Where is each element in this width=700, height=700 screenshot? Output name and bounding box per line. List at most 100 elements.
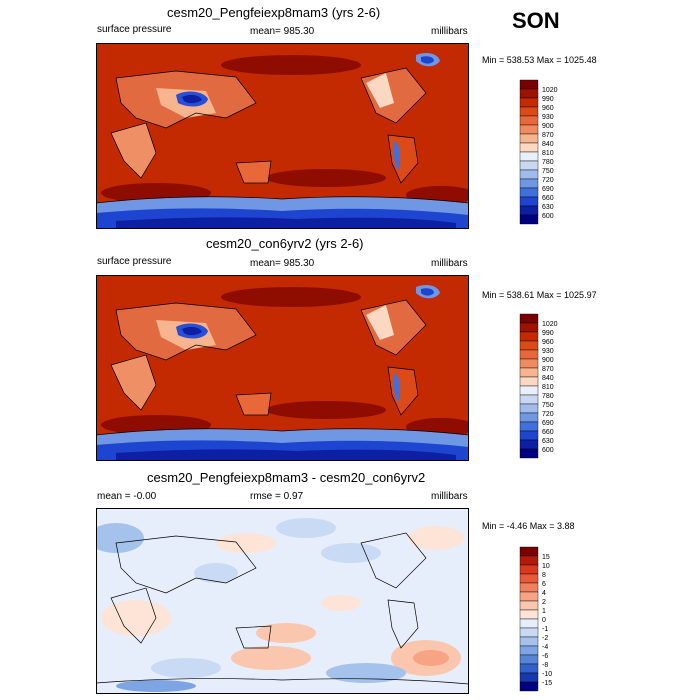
colorbar-box (519, 142, 539, 153)
colorbar-box (519, 600, 539, 611)
colorbar-label: 930 (542, 348, 554, 355)
colorbar-label: 690 (542, 186, 554, 193)
colorbar-label: 720 (542, 411, 554, 418)
panel-1-units: millibars (431, 26, 468, 37)
colorbar-label: 840 (542, 141, 554, 148)
season-title: SON (512, 8, 560, 33)
colorbar-label: 2 (542, 599, 546, 606)
panel-2-title: cesm20_con6yrv2 (yrs 2-6) (206, 236, 364, 251)
colorbar-label: 810 (542, 384, 554, 391)
colorbar-box (519, 672, 539, 683)
colorbar-box (519, 412, 539, 423)
panel-2-field-label: surface pressure (97, 256, 172, 267)
colorbar-box (519, 403, 539, 414)
colorbar-box (519, 636, 539, 647)
colorbar-label: 870 (542, 132, 554, 139)
colorbar-box (519, 178, 539, 189)
colorbar-label: -1 (542, 626, 548, 633)
colorbar-label: 630 (542, 204, 554, 211)
colorbar-label: 660 (542, 429, 554, 436)
colorbar-box (519, 582, 539, 593)
colorbar-box (519, 187, 539, 198)
colorbar-label: 600 (542, 447, 554, 454)
colorbar-label: 4 (542, 590, 546, 597)
colorbar-box (519, 313, 539, 324)
colorbar-label: 900 (542, 357, 554, 364)
colorbar-box (519, 160, 539, 171)
panel-2-mean: mean= 985.30 (250, 258, 315, 269)
panel-3-mean: mean = -0.00 (97, 491, 157, 502)
colorbar-box (519, 430, 539, 441)
colorbar-label: 750 (542, 402, 554, 409)
colorbar-label: 660 (542, 195, 554, 202)
colorbar-box (519, 214, 539, 225)
colorbar-box (519, 573, 539, 584)
panel-3-map (96, 508, 469, 694)
colorbar-box (519, 421, 539, 432)
colorbar-label: 960 (542, 105, 554, 112)
panel-3-title: cesm20_Pengfeiexp8mam3 - cesm20_con6yrv2 (147, 470, 426, 485)
colorbar-label: 8 (542, 572, 546, 579)
colorbar-box (519, 79, 539, 90)
colorbar-box (519, 322, 539, 333)
colorbar-box (519, 385, 539, 396)
colorbar-label: 990 (542, 96, 554, 103)
colorbar-box (519, 106, 539, 117)
panel-1-colorbar: 1020 990 960 930 900 870 840 810 780 750 720 690 660… (519, 79, 558, 225)
colorbar-label: 870 (542, 366, 554, 373)
colorbar-label: -15 (542, 680, 552, 687)
colorbar-box (519, 564, 539, 575)
colorbar-label: 750 (542, 168, 554, 175)
panel-1-mean: mean= 985.30 (250, 26, 315, 37)
panel-2-range: Min = 538.61 Max = 1025.97 (482, 290, 597, 300)
colorbar-label: 630 (542, 438, 554, 445)
colorbar-box (519, 448, 539, 459)
colorbar-box (519, 151, 539, 162)
panel-2-units: millibars (431, 258, 468, 269)
colorbar-label: -8 (542, 662, 548, 669)
colorbar-label: -10 (542, 671, 552, 678)
colorbar-box (519, 340, 539, 351)
colorbar-box (519, 546, 539, 557)
colorbar-label: 960 (542, 339, 554, 346)
panel-2-colorbar: 1020 990 960 930 900 870 840 810 780 750 720 690 660… (519, 313, 558, 459)
panel-3-units: millibars (431, 491, 468, 502)
colorbar-label: 810 (542, 150, 554, 157)
colorbar-box (519, 439, 539, 450)
colorbar-label: 6 (542, 581, 546, 588)
colorbar-box (519, 591, 539, 602)
colorbar-label: 840 (542, 375, 554, 382)
colorbar-box (519, 555, 539, 566)
colorbar-label: 930 (542, 114, 554, 121)
colorbar-label: 1 (542, 608, 546, 615)
colorbar-box (519, 358, 539, 369)
colorbar-box (519, 349, 539, 360)
colorbar-label: 1020 (542, 321, 558, 328)
colorbar-label: 600 (542, 213, 554, 220)
colorbar-box (519, 115, 539, 126)
colorbar-label: 720 (542, 177, 554, 184)
colorbar-label: 0 (542, 617, 546, 624)
colorbar-box (519, 627, 539, 638)
colorbar-box (519, 124, 539, 135)
panel-2-map (96, 275, 469, 461)
colorbar-box (519, 88, 539, 99)
colorbar-box (519, 645, 539, 656)
colorbar-label: -6 (542, 653, 548, 660)
colorbar-label: 15 (542, 554, 550, 561)
colorbar-box (519, 196, 539, 207)
colorbar-label: 900 (542, 123, 554, 130)
colorbar-box (519, 169, 539, 180)
colorbar-box (519, 609, 539, 620)
colorbar-label: 780 (542, 159, 554, 166)
colorbar-box (519, 618, 539, 629)
colorbar-box (519, 367, 539, 378)
colorbar-box (519, 654, 539, 665)
colorbar-box (519, 663, 539, 674)
colorbar-box (519, 331, 539, 342)
colorbar-box (519, 394, 539, 405)
colorbar-label: 690 (542, 420, 554, 427)
colorbar-box (519, 376, 539, 387)
colorbar-label: -4 (542, 644, 548, 651)
